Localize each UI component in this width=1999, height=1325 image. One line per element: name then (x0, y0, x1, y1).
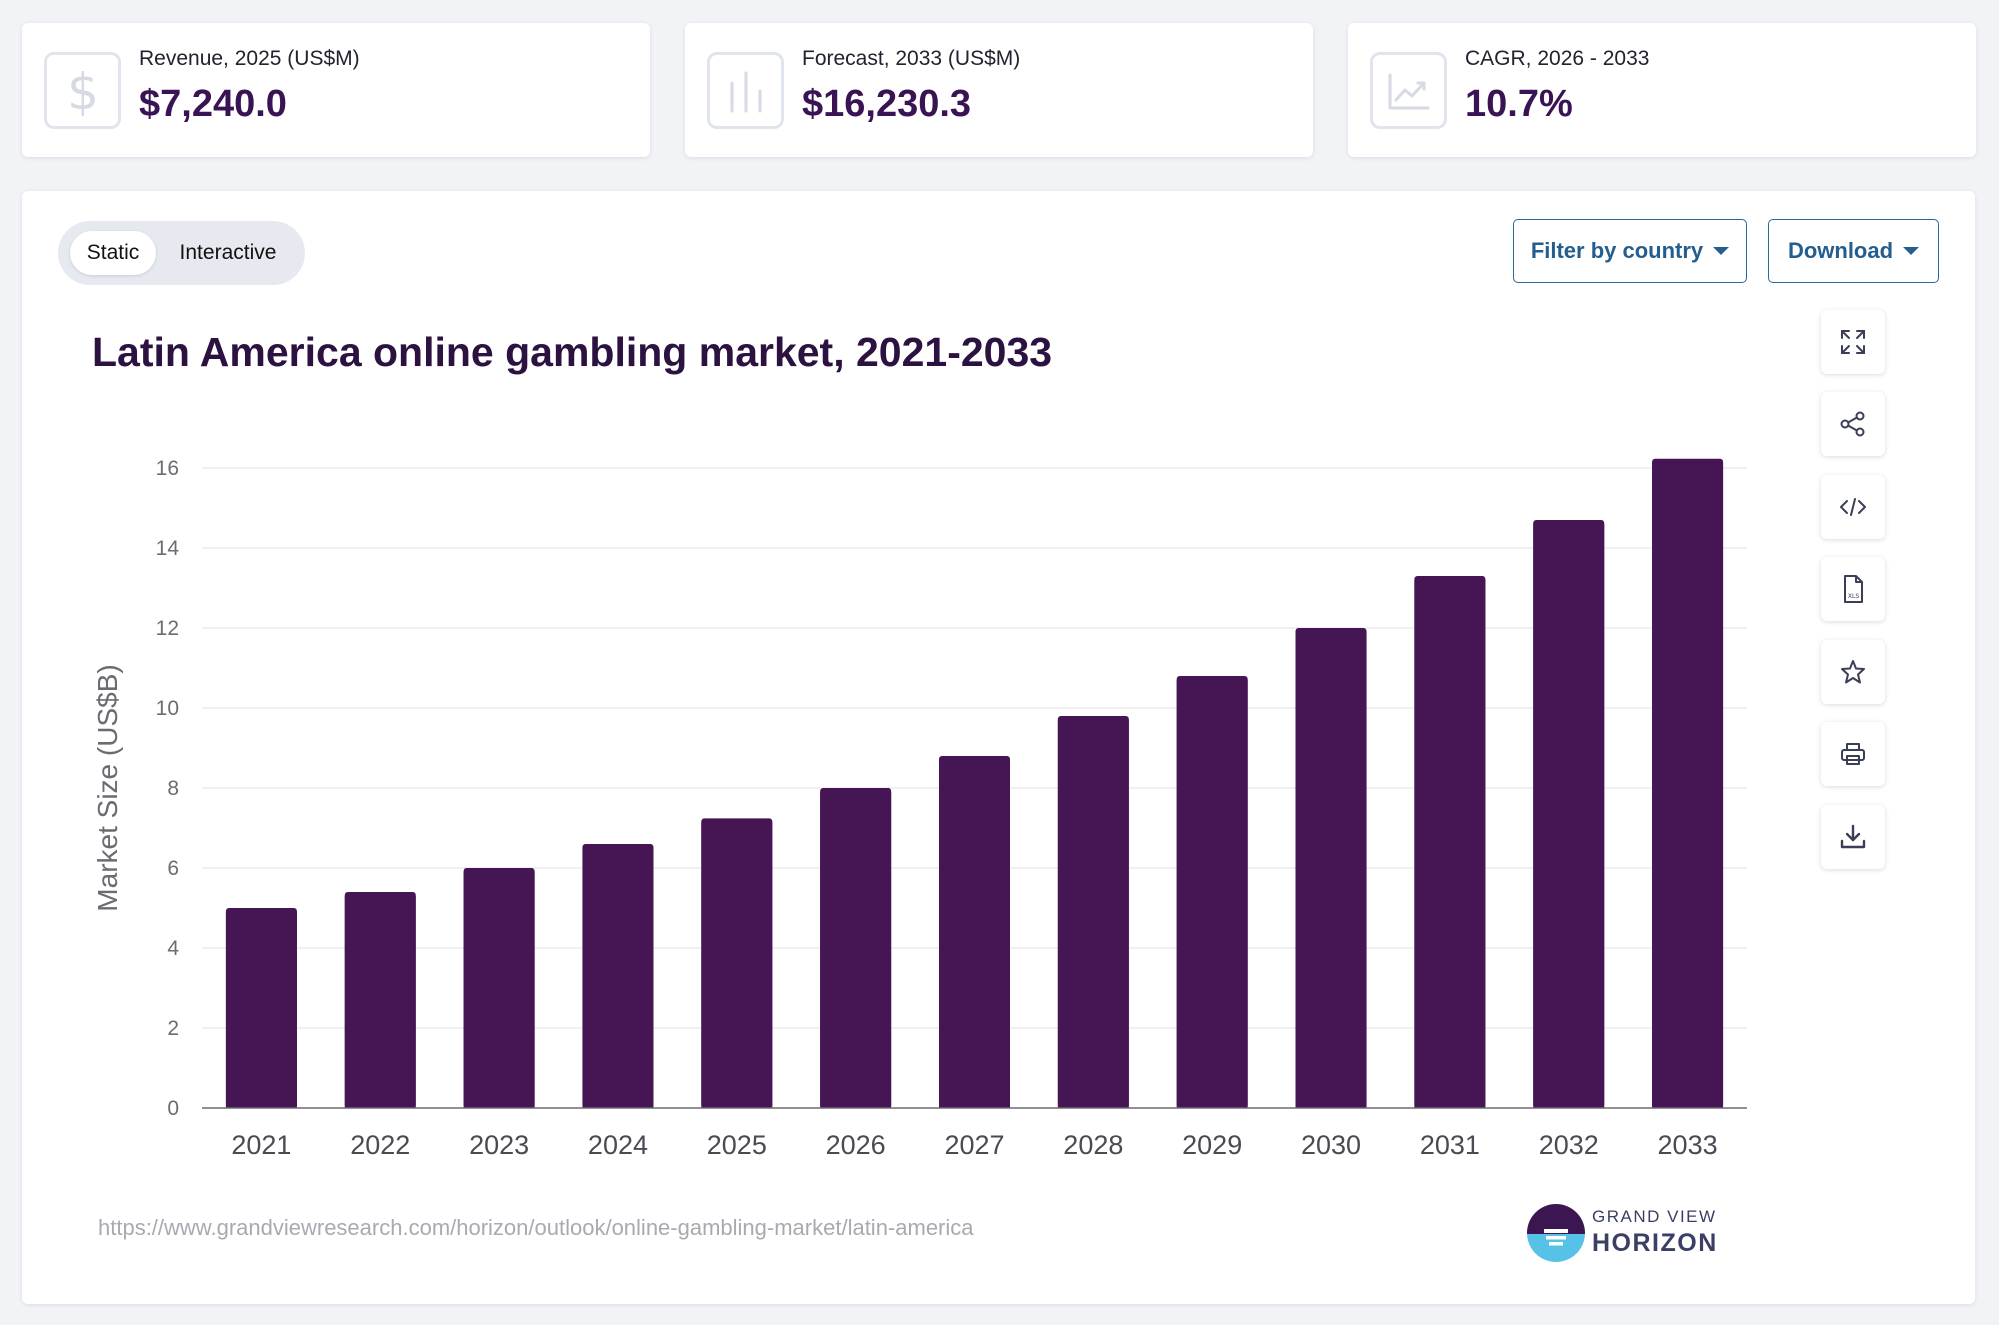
x-tick-label: 2023 (469, 1130, 529, 1160)
x-tick-label: 2024 (588, 1130, 648, 1160)
y-tick-label: 10 (156, 697, 179, 720)
filter-by-country-dropdown[interactable]: Filter by country (1513, 219, 1747, 283)
embed-code-icon (1840, 498, 1866, 516)
bar-body (939, 760, 1010, 1108)
interactive-view-button[interactable]: Interactive (179, 241, 277, 264)
y-axis-label: Market Size (US$B) (92, 664, 123, 911)
kpi-card-cagr: CAGR, 2026 - 2033 10.7% (1348, 23, 1976, 157)
source-url[interactable]: https://www.grandviewresearch.com/horizo… (98, 1215, 974, 1240)
chart-title: Latin America online gambling market, 20… (92, 329, 1053, 375)
y-tick-label: 8 (167, 777, 179, 800)
y-tick-label: 12 (156, 617, 179, 640)
bar-body (463, 872, 535, 1108)
chart-panel: Static Interactive Filter by country Dow… (22, 191, 1975, 1304)
bar-chart-icon (707, 52, 784, 129)
y-tick-label: 14 (156, 537, 180, 560)
x-tick-label: 2028 (1063, 1130, 1123, 1160)
x-tick-label: 2031 (1420, 1130, 1480, 1160)
bar-body (1414, 580, 1486, 1108)
share-button[interactable] (1821, 392, 1885, 456)
trend-up-icon (1370, 52, 1447, 129)
view-toggle: Static Interactive (58, 221, 305, 285)
kpi-label: Revenue, 2025 (US$M) (139, 47, 360, 70)
bar-body (344, 896, 416, 1108)
kpi-value: 10.7% (1465, 83, 1573, 125)
x-tick-label: 2022 (350, 1130, 410, 1160)
kpi-label: Forecast, 2033 (US$M) (802, 47, 1021, 70)
share-icon (1840, 411, 1865, 437)
bar-body (1533, 524, 1605, 1108)
xls-file-icon: XLS (1844, 575, 1863, 603)
x-tick-label: 2021 (231, 1130, 291, 1160)
kpi-value: $16,230.3 (802, 83, 972, 125)
dollar-icon: $ (44, 52, 121, 129)
x-tick-label: 2032 (1539, 1130, 1599, 1160)
kpi-label: CAGR, 2026 - 2033 (1465, 47, 1650, 70)
bar-body (582, 848, 654, 1108)
caret-down-icon (1713, 247, 1730, 255)
expand-button[interactable] (1821, 310, 1885, 374)
download-icon (1840, 824, 1866, 849)
y-tick-label: 0 (167, 1097, 179, 1120)
y-tick-label: 4 (167, 937, 179, 960)
print-icon (1841, 743, 1865, 765)
filter-label: Filter by country (1530, 238, 1704, 263)
bar-body (701, 822, 773, 1108)
x-tick-label: 2026 (826, 1130, 886, 1160)
bar-body (225, 912, 297, 1108)
horizon-logo-icon (1527, 1204, 1585, 1262)
x-tick-label: 2027 (944, 1130, 1004, 1160)
download-label: Download (1787, 238, 1894, 263)
kpi-card-forecast: Forecast, 2033 (US$M) $16,230.3 (685, 23, 1313, 157)
kpi-card-revenue: $ Revenue, 2025 (US$M) $7,240.0 (22, 23, 650, 157)
bar-body (820, 792, 892, 1108)
xls-export-button[interactable]: XLS (1821, 557, 1885, 621)
x-tick-label: 2029 (1182, 1130, 1242, 1160)
print-button[interactable] (1821, 722, 1885, 786)
x-tick-label: 2033 (1658, 1130, 1718, 1160)
caret-down-icon (1903, 247, 1920, 255)
x-tick-label: 2025 (707, 1130, 767, 1160)
svg-text:$: $ (67, 63, 99, 119)
svg-text:XLS: XLS (1848, 593, 1859, 600)
expand-icon (1841, 330, 1865, 354)
download-chart-button[interactable] (1821, 805, 1885, 869)
kpi-value: $7,240.0 (139, 83, 287, 125)
y-tick-label: 6 (167, 857, 179, 880)
embed-code-button[interactable] (1821, 475, 1885, 539)
brand-logo: GRAND VIEW HORIZON (1526, 1201, 1756, 1265)
brand-name-bottom: HORIZON (1592, 1229, 1718, 1257)
bar-body (1176, 680, 1248, 1108)
favorite-button[interactable] (1821, 640, 1885, 704)
download-dropdown[interactable]: Download (1768, 219, 1939, 283)
bar-body (1057, 720, 1129, 1108)
bar-chart: 0 2 4 6 8 10 12 14 16 2021 2022 2023 2024 2025 2026 202… (92, 457, 1747, 1160)
star-icon (1841, 660, 1865, 684)
static-view-button[interactable]: Static (70, 231, 156, 275)
brand-name-top: GRAND VIEW (1592, 1207, 1717, 1226)
x-tick-label: 2030 (1301, 1130, 1361, 1160)
bar-body (1295, 632, 1367, 1108)
y-tick-label: 16 (156, 457, 179, 480)
y-tick-label: 2 (167, 1017, 179, 1040)
bar-body (1652, 462, 1724, 1108)
